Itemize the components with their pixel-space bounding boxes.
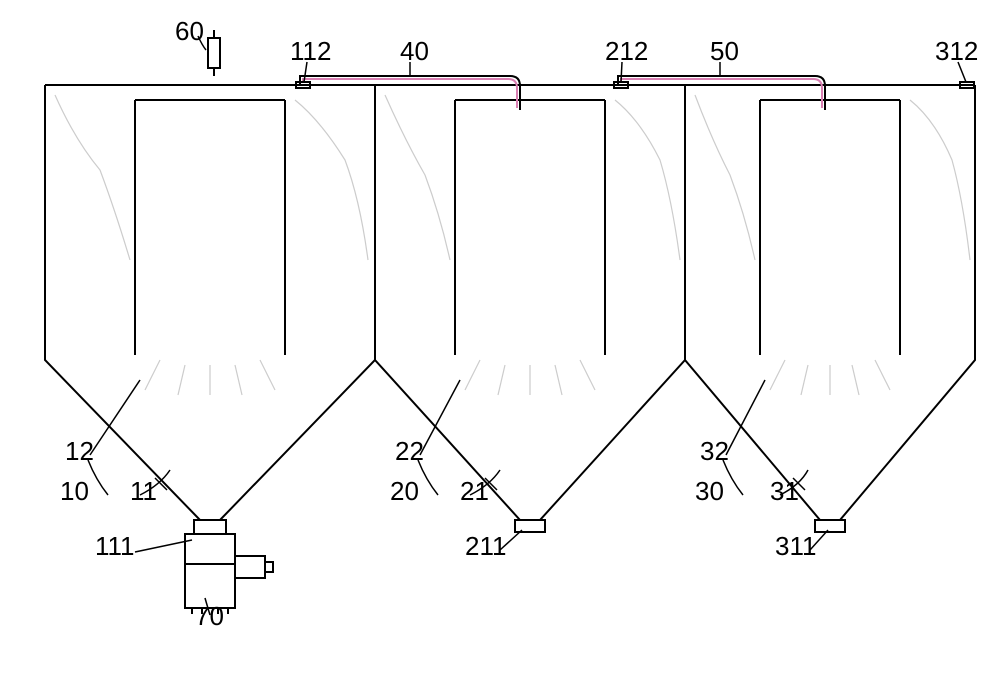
label-212: 212 <box>605 36 648 66</box>
component-60 <box>208 30 220 76</box>
label-312: 312 <box>935 36 978 66</box>
label-50: 50 <box>710 36 739 66</box>
label-211: 211 <box>465 531 506 561</box>
label-60: 60 <box>175 16 204 46</box>
pipe-40 <box>296 76 520 110</box>
leaders <box>88 36 966 615</box>
label-70: 70 <box>195 601 224 631</box>
label-12: 12 <box>65 436 94 466</box>
label-21: 21 <box>460 476 489 506</box>
hopper-10 <box>45 85 375 534</box>
label-112: 112 <box>290 36 331 66</box>
label-22: 22 <box>395 436 424 466</box>
label-30: 30 <box>695 476 724 506</box>
label-11: 11 <box>130 476 157 506</box>
label-20: 20 <box>390 476 419 506</box>
label-40: 40 <box>400 36 429 66</box>
label-31: 31 <box>770 476 799 506</box>
pipe-50 <box>614 76 825 110</box>
label-111: 111 <box>95 531 135 561</box>
label-32: 32 <box>700 436 729 466</box>
diagram-svg: 6011240212503121210111117022202121132303… <box>0 0 1000 675</box>
label-10: 10 <box>60 476 89 506</box>
label-311: 311 <box>775 531 816 561</box>
